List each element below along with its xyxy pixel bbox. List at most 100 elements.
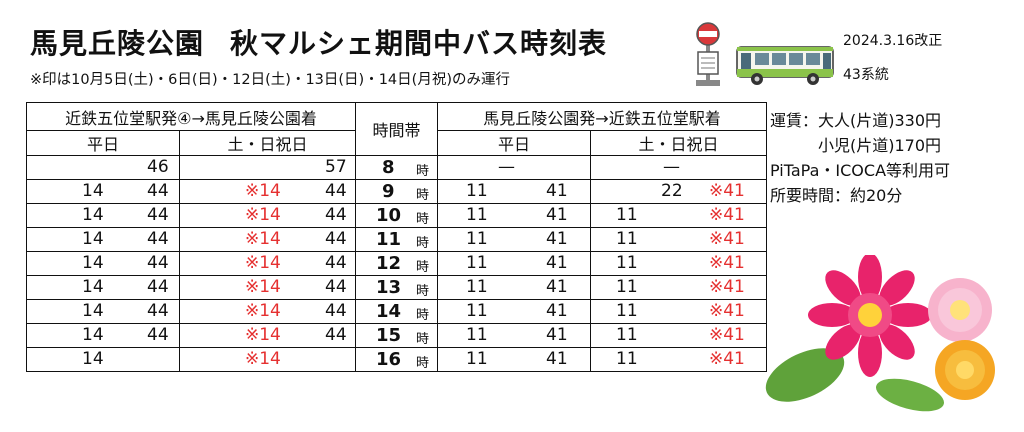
dir2-weekday-cell: 11 41 <box>437 347 591 372</box>
hour-number: 8 <box>382 157 395 178</box>
departure-minute: 41 <box>546 205 568 225</box>
departure-minute: 11 <box>616 301 638 321</box>
dir2-holiday-cell: 11 ※41 <box>590 203 767 228</box>
dir2-holiday-cell: 11 ※41 <box>590 275 767 300</box>
ic-card-info: PiTaPa・ICOCA等利用可 <box>770 161 951 180</box>
dir2-holiday-cell: 11 ※41 <box>590 251 767 276</box>
dir2-weekday-cell: 11 41 <box>437 203 591 228</box>
table-subheader-row: 平日 土・日祝日 平日 土・日祝日 <box>26 130 767 156</box>
departure-minute: ※14 <box>245 277 281 297</box>
departure-minute: 44 <box>147 301 169 321</box>
departure-minute: — <box>663 157 680 177</box>
dir1-weekday-cell: 14 44 <box>26 203 180 228</box>
dir1-weekday-cell: 14 44 <box>26 251 180 276</box>
hour-number: 15 <box>376 325 402 346</box>
departure-minute: ※41 <box>709 277 745 297</box>
hour-number: 11 <box>376 229 402 250</box>
dir1-holiday-cell: ※14 44 <box>179 251 356 276</box>
hour-cell: 10 時 <box>355 203 438 228</box>
departure-minute: 44 <box>325 301 347 321</box>
departure-minute: 14 <box>82 325 104 345</box>
dir2-holiday-cell: 11 ※41 <box>590 299 767 324</box>
departure-minute: 41 <box>546 229 568 249</box>
bus-stop-icon <box>690 20 726 94</box>
departure-minute: 44 <box>147 229 169 249</box>
table-row: 14 44 ※14 44 13 時 11 41 11 ※41 <box>26 275 767 300</box>
hour-cell: 16 時 <box>355 347 438 372</box>
departure-minute: 11 <box>616 253 638 273</box>
timetable: 近鉄五位堂駅発④→馬見丘陵公園着 時間帯 馬見丘陵公園発→近鉄五位堂駅着 平日 … <box>26 102 767 372</box>
dir1-holiday-cell: 57 <box>179 155 356 180</box>
departure-minute: ※14 <box>245 181 281 201</box>
dir1-weekday-header: 平日 <box>26 130 180 156</box>
hour-suffix: 時 <box>416 332 430 347</box>
departure-minute: 44 <box>325 181 347 201</box>
departure-minute: 14 <box>82 205 104 225</box>
dir1-holiday-cell: ※14 44 <box>179 323 356 348</box>
dir2-weekday-cell: 11 41 <box>437 227 591 252</box>
departure-minute: 41 <box>546 253 568 273</box>
departure-minute: 44 <box>325 205 347 225</box>
hour-cell: 12 時 <box>355 251 438 276</box>
dir1-holiday-cell: ※14 <box>179 347 356 372</box>
departure-minute: ※14 <box>245 349 281 369</box>
departure-minute: ※41 <box>709 349 745 369</box>
dir2-holiday-cell: 22 ※41 <box>590 179 767 204</box>
departure-minute: 11 <box>466 253 488 273</box>
departure-minute: 11 <box>616 349 638 369</box>
hour-number: 13 <box>376 277 402 298</box>
departure-minute: 41 <box>546 181 568 201</box>
dir2-holiday-cell: 11 ※41 <box>590 323 767 348</box>
departure-minute: 14 <box>82 301 104 321</box>
title-park-name: 馬見丘陵公園 <box>30 27 205 60</box>
departure-minute: 41 <box>546 349 568 369</box>
fare-child: 小児(片道)170円 <box>818 136 942 155</box>
departure-minute: ※14 <box>245 301 281 321</box>
dir1-weekday-cell: 14 44 <box>26 323 180 348</box>
dir2-weekday-cell: 11 41 <box>437 299 591 324</box>
table-row: 14 44 ※14 44 10 時 11 41 11 ※41 <box>26 203 767 228</box>
fare-adult: 運賃：大人(片道)330円 <box>770 111 942 130</box>
hour-suffix: 時 <box>416 236 430 251</box>
departure-minute: 41 <box>546 325 568 345</box>
fare-info: 運賃：大人(片道)330円 小児(片道)170円 PiTaPa・ICOCA等利用… <box>770 108 950 208</box>
direction-1-header: 近鉄五位堂駅発④→馬見丘陵公園着 <box>26 102 356 131</box>
departure-minute: 44 <box>325 229 347 249</box>
departure-minute: 57 <box>325 157 347 177</box>
revision-date: 2024.3.16改正 <box>843 33 943 49</box>
dir2-holiday-header: 土・日祝日 <box>590 130 767 156</box>
table-row: 14 44 ※14 44 14 時 11 41 11 ※41 <box>26 299 767 324</box>
table-row: 14 44 ※14 44 12 時 11 41 11 ※41 <box>26 251 767 276</box>
hour-cell: 15 時 <box>355 323 438 348</box>
dir1-weekday-cell: 14 44 <box>26 179 180 204</box>
departure-minute: 46 <box>147 157 169 177</box>
hour-cell: 11 時 <box>355 227 438 252</box>
dir2-holiday-cell: 11 ※41 <box>590 347 767 372</box>
table-row: 14 44 ※14 44 15 時 11 41 11 ※41 <box>26 323 767 348</box>
hour-cell: 14 時 <box>355 299 438 324</box>
departure-minute: 14 <box>82 229 104 249</box>
dir2-holiday-cell: 11 ※41 <box>590 227 767 252</box>
departure-minute: 41 <box>546 301 568 321</box>
travel-duration: 所要時間：約20分 <box>770 186 903 205</box>
hour-number: 12 <box>376 253 402 274</box>
departure-minute: ※41 <box>709 205 745 225</box>
hour-suffix: 時 <box>416 356 430 371</box>
departure-minute: 11 <box>466 325 488 345</box>
dir1-holiday-cell: ※14 44 <box>179 203 356 228</box>
departure-minute: 11 <box>616 229 638 249</box>
dir2-weekday-cell: 11 41 <box>437 323 591 348</box>
departure-minute: 11 <box>466 205 488 225</box>
departure-minute: 11 <box>466 181 488 201</box>
route-number: 43系統 <box>843 67 889 83</box>
departure-minute: ※14 <box>245 253 281 273</box>
hour-cell: 13 時 <box>355 275 438 300</box>
departure-minute: 14 <box>82 253 104 273</box>
departure-minute: 14 <box>82 181 104 201</box>
hour-number: 9 <box>382 181 395 202</box>
departure-minute: 44 <box>147 205 169 225</box>
hour-suffix: 時 <box>416 188 430 203</box>
dir2-holiday-cell: — <box>590 155 767 180</box>
flower-illustration <box>760 253 1020 429</box>
